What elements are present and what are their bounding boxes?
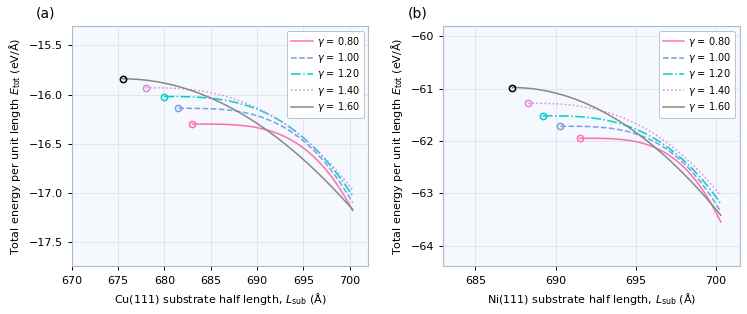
Legend: $\gamma$ = 0.80, $\gamma$ = 1.00, $\gamma$ = 1.20, $\gamma$ = 1.40, $\gamma$ = 1: $\gamma$ = 0.80, $\gamma$ = 1.00, $\gamm…: [659, 31, 735, 118]
Legend: $\gamma$ = 0.80, $\gamma$ = 1.00, $\gamma$ = 1.20, $\gamma$ = 1.40, $\gamma$ = 1: $\gamma$ = 0.80, $\gamma$ = 1.00, $\gamm…: [288, 31, 364, 118]
X-axis label: Cu(111) substrate half length, $L_\mathrm{sub}$ (Å): Cu(111) substrate half length, $L_\mathr…: [114, 291, 326, 307]
Y-axis label: Total energy per unit length $E_\mathrm{tot}$ (eV/Å): Total energy per unit length $E_\mathrm{…: [389, 37, 405, 255]
X-axis label: Ni(111) substrate half length, $L_\mathrm{sub}$ (Å): Ni(111) substrate half length, $L_\mathr…: [487, 291, 696, 307]
Y-axis label: Total energy per unit length $E_\mathrm{tot}$ (eV/Å): Total energy per unit length $E_\mathrm{…: [7, 37, 23, 255]
Text: (a): (a): [36, 7, 55, 21]
Text: (b): (b): [408, 7, 427, 21]
